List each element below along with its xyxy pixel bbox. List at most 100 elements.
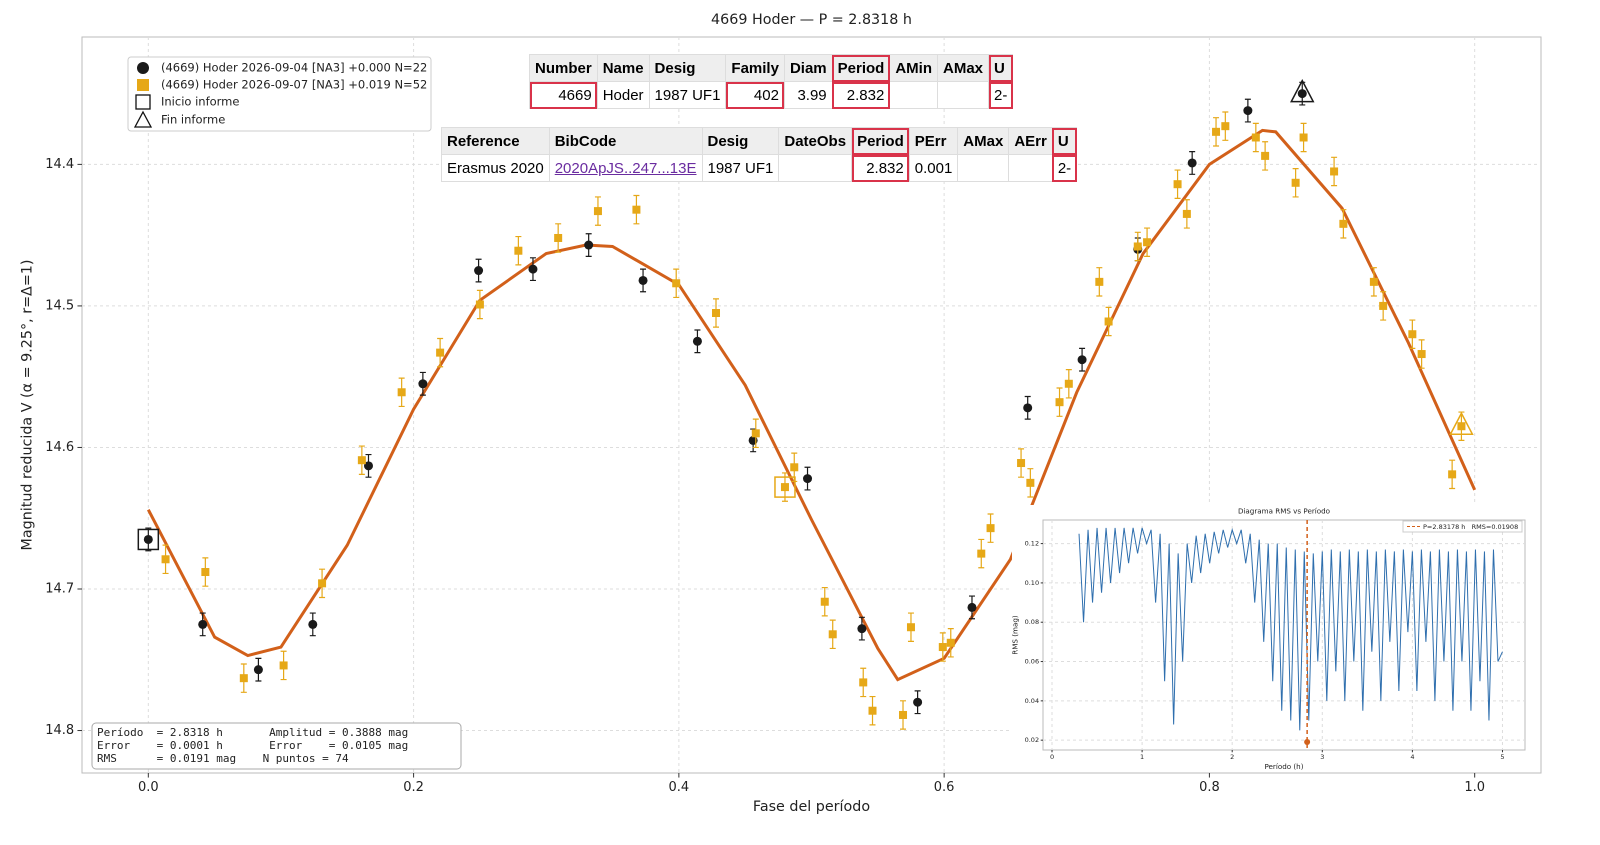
legend-label: Fin informe [161,113,225,127]
y-tick-label: 14.4 [45,157,74,172]
point [143,534,153,544]
point [201,568,210,577]
y-tick-label: 14.8 [45,723,74,738]
chart-title: Diagrama RMS vs Período [1238,507,1330,516]
point [1187,158,1197,168]
y-axis-label: Magnitud reducida V (α = 9.25°, r=Δ=1) [19,260,35,551]
table-header: AMax [957,127,1010,155]
table-cell: 2020ApJS..247...13E [548,154,703,182]
rms-line [1078,527,1503,731]
point [593,207,602,216]
point [198,619,208,629]
stats-text: RMS = 0.0191 mag N puntos = 74 [97,752,349,765]
end-marker [1449,411,1474,435]
point [868,706,877,715]
point [632,205,641,214]
point [475,300,484,309]
point [1023,403,1033,413]
table-header: DateObs [778,127,853,155]
point [279,661,288,670]
point [514,246,523,255]
point [1457,422,1466,431]
stats-text: Período = 2.8318 h Amplitud = 0.3888 mag [97,726,408,739]
point [859,678,868,687]
table-cell [889,81,938,109]
table-header: Period [851,127,910,155]
point [828,630,837,639]
point [161,555,170,564]
table-cell: Hoder [596,81,650,109]
end-marker [1290,78,1315,103]
table-header: Number [529,54,598,82]
point [474,266,484,276]
point [528,264,538,274]
y-tick-label: 0.04 [1025,697,1039,705]
point [1182,209,1191,218]
table-cell: 3.99 [783,81,833,109]
legend-marker [137,79,149,91]
x-tick-label: 5 [1500,753,1504,761]
stats-text: Error = 0.0001 h Error = 0.0105 mag [97,739,408,752]
point [820,597,829,606]
table-cell: 2- [1051,154,1078,182]
point [751,429,760,438]
point [1104,317,1113,326]
fit-curve [146,128,1477,682]
table-cell: 2.832 [851,154,910,182]
x-axis-label: Período (h) [1264,762,1303,771]
point [1417,350,1426,359]
start-marker [137,528,160,551]
point [357,456,366,465]
point [1017,459,1026,468]
point [672,279,681,288]
inset-legend-label: P=2.83178 h RMS=0.01908 [1423,523,1518,531]
table-row: Erasmus 2020 2020ApJS..247...13E 1987 UF1 2… [441,154,1078,182]
x-tick-label: 0.0 [138,780,159,795]
table-header: AMax [936,54,990,82]
point [857,624,867,634]
table-cell: 0.001 [908,154,959,182]
table-cell: 2- [988,81,1014,109]
point [1095,277,1104,286]
table-cell [1008,154,1053,182]
point [1143,238,1152,247]
table-cell: 402 [725,81,785,109]
point [1408,330,1417,339]
y-tick-label: 0.10 [1025,579,1039,587]
point [397,388,406,397]
x-axis-label: Fase del período [753,799,870,815]
point [1261,151,1270,160]
point [967,602,977,612]
table-header: Period [831,54,891,82]
point [554,233,563,242]
point [1299,133,1308,142]
x-tick-label: 0.4 [669,780,690,795]
x-tick-label: 1 [1140,753,1144,761]
legend-label: (4669) Hoder 2026-09-07 [NA3] +0.019 N=5… [161,78,427,92]
table-row: Reference BibCode Desig DateObs Period PErr AM… [441,127,1078,155]
table-header: U [988,54,1014,82]
point [1133,242,1142,251]
point [1212,127,1221,136]
point [803,474,813,484]
table-cell [778,154,853,182]
data-table: Number Name Desig Family Diam Period AMin AMax U… [529,54,1014,109]
table-header: Name [596,54,650,82]
table-cell: 1987 UF1 [648,81,727,109]
y-tick-label: 14.6 [45,440,74,455]
point [1297,89,1307,99]
point [318,579,327,588]
point [418,379,428,389]
table-row: 4669 Hoder 1987 UF1 402 3.99 2.832 2- [529,81,1014,109]
point [638,275,648,285]
legend-label: Inicio informe [161,95,239,109]
point [1221,122,1230,131]
legend-marker [135,94,151,110]
bibcode-link[interactable]: 2020ApJS..247...13E [554,159,697,177]
point [938,643,947,652]
point [913,697,923,707]
x-tick-label: 0.6 [934,780,955,795]
point [1379,301,1388,310]
x-tick-label: 0 [1050,753,1054,761]
